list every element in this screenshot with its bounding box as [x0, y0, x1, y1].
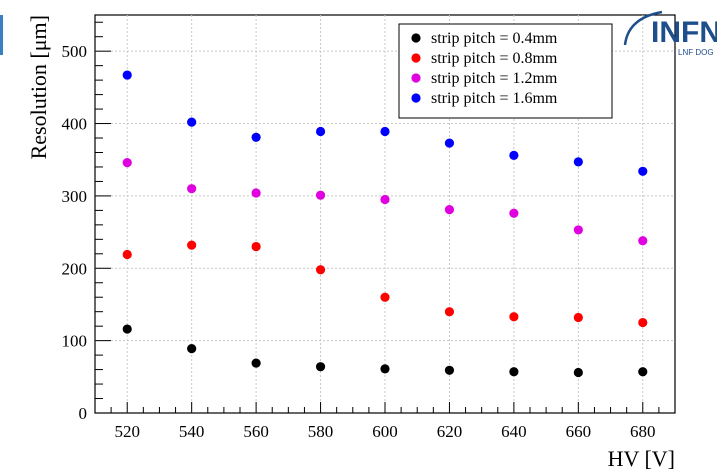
data-point: [509, 367, 519, 377]
legend-label: strip pitch = 0.8mm: [431, 50, 558, 67]
x-tick-label: 660: [566, 422, 592, 441]
infn-logo: INFN LNF DOG: [623, 10, 717, 57]
ticks: [94, 21, 676, 414]
data-point: [380, 292, 390, 302]
data-point: [509, 208, 519, 218]
infn-logo-swoosh: [623, 10, 663, 46]
infn-logo-text: INFN: [651, 16, 717, 49]
data-point: [122, 324, 132, 334]
data-point: [444, 365, 455, 375]
y-tick-label: 300: [62, 187, 88, 206]
data-point: [122, 249, 132, 260]
data-point: [315, 126, 326, 137]
x-tick-label: 600: [372, 422, 398, 441]
legend-marker: [411, 33, 421, 43]
data-point: [315, 190, 326, 200]
data-point: [187, 240, 197, 250]
data-point: [187, 184, 197, 194]
data-point: [380, 194, 390, 205]
legend-box: [398, 23, 613, 119]
left-logo-fragment: [0, 15, 3, 55]
y-tick-label: 0: [79, 404, 88, 423]
y-tick-label: 500: [62, 42, 88, 61]
legend-label: strip pitch = 0.4mm: [431, 30, 558, 47]
x-tick-label: 560: [243, 422, 269, 441]
data-point: [444, 138, 455, 148]
data-point: [315, 265, 326, 275]
x-tick-label: 520: [114, 422, 140, 441]
data-point: [573, 367, 583, 378]
x-tick-label: 620: [437, 422, 463, 441]
legend-marker: [411, 93, 421, 103]
data-point: [251, 241, 261, 252]
data-point: [251, 358, 261, 368]
data-point: [509, 312, 519, 322]
data-point: [444, 205, 455, 215]
y-axis-title: Resolution [μm]: [26, 15, 51, 159]
legend-label: strip pitch = 1.2mm: [431, 70, 558, 87]
y-tick-label: 200: [62, 259, 88, 278]
x-tick-label: 680: [630, 422, 656, 441]
data-point: [122, 158, 132, 168]
data-point: [638, 236, 648, 246]
data-point: [509, 150, 519, 160]
tick-labels: 520 540 560 580 600 620 640 660 680 0 100 200 300 400…: [62, 42, 656, 441]
data-point: [122, 70, 132, 80]
data-points: [122, 70, 648, 378]
data-point: [251, 188, 261, 198]
data-point: [638, 166, 648, 176]
data-point: [444, 307, 455, 317]
data-point: [187, 117, 197, 127]
x-axis-title: HV [V]: [608, 446, 675, 471]
y-tick-label: 400: [62, 115, 88, 134]
x-tick-label: 580: [308, 422, 334, 441]
y-tick-label: 100: [62, 332, 88, 351]
data-point: [638, 367, 648, 377]
data-point: [380, 126, 390, 137]
legend-marker: [411, 53, 421, 63]
data-point: [251, 132, 261, 142]
x-tick-label: 640: [501, 422, 527, 441]
legend: strip pitch = 0.4mm strip pitch = 0.8mm st…: [398, 23, 613, 119]
data-point: [573, 312, 583, 323]
data-point: [573, 225, 583, 235]
data-point: [315, 362, 326, 372]
data-point: [187, 343, 197, 354]
x-tick-label: 540: [179, 422, 205, 441]
data-point: [573, 157, 583, 167]
data-point: [638, 317, 648, 328]
legend-label: strip pitch = 1.6mm: [431, 90, 558, 107]
data-point: [380, 364, 390, 374]
legend-marker: [411, 73, 421, 83]
infn-logo-subtext: LNF DOG: [678, 48, 714, 57]
